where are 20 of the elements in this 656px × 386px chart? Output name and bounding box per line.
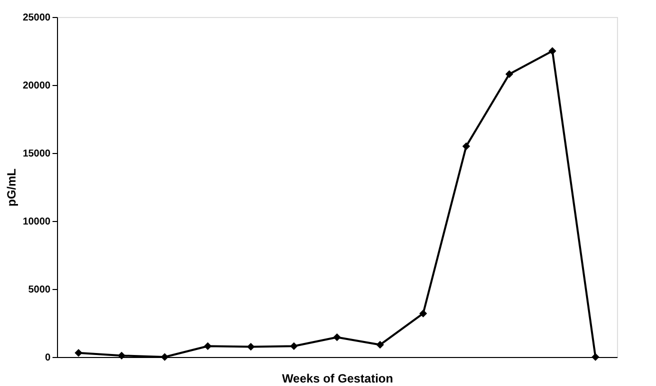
point — [204, 342, 212, 350]
y-tick-label: 20000 — [22, 80, 51, 92]
point — [505, 70, 514, 78]
point — [419, 310, 428, 318]
y-tick-label: 0 — [44, 352, 51, 364]
point — [246, 342, 255, 351]
point — [548, 47, 556, 55]
y-tick-label: 15000 — [22, 148, 51, 160]
y-tick-label: 25000 — [22, 12, 51, 24]
point — [118, 352, 126, 360]
y-tick-label: 5000 — [28, 284, 51, 296]
point — [333, 333, 341, 342]
y-axis-title: pG/mL — [4, 168, 19, 206]
point — [376, 340, 384, 349]
x-axis-title: Weeks of Gestation — [282, 372, 394, 386]
y-tick-label: 10000 — [22, 216, 51, 228]
point — [290, 342, 298, 350]
point — [462, 142, 470, 150]
point — [74, 349, 82, 357]
point — [592, 353, 600, 361]
